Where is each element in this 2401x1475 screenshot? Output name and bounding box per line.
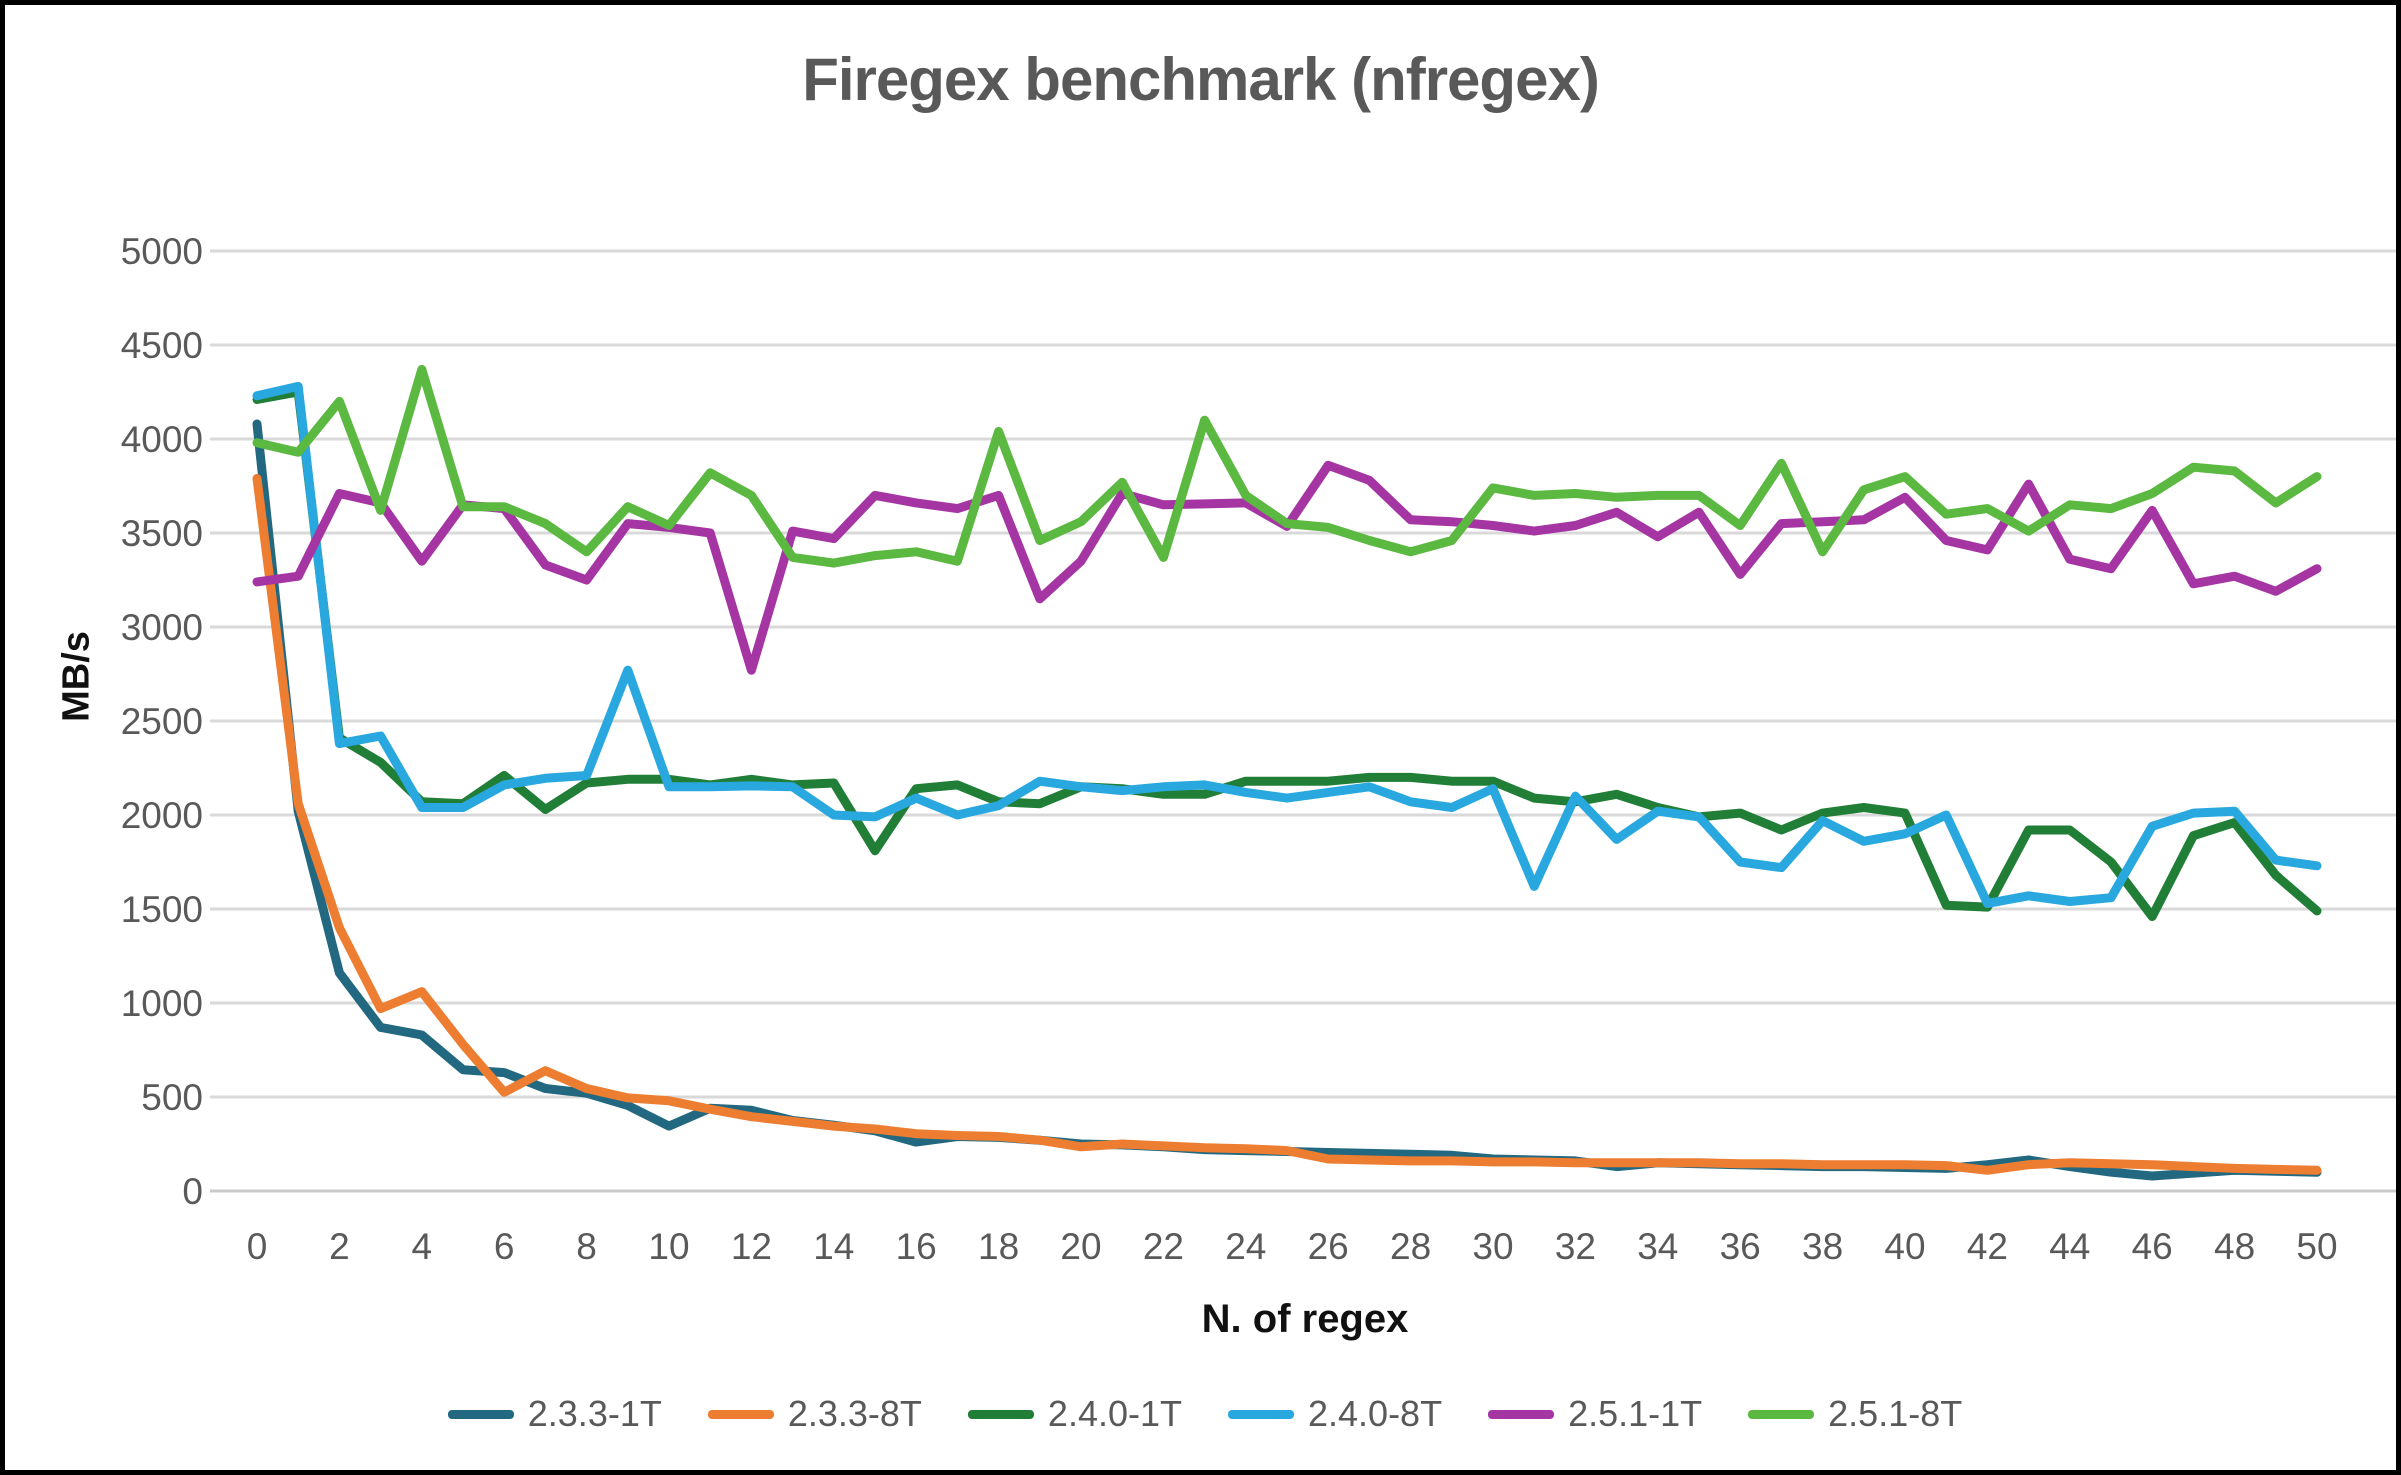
chart-title: Firegex benchmark (nfregex) — [802, 46, 1600, 113]
x-tick-label-26: 26 — [1308, 1226, 1349, 1267]
y-tick-label-3000: 3000 — [121, 607, 203, 648]
legend-item-2.4.0-8T: 2.4.0-8T — [1228, 1393, 1442, 1435]
x-tick-label-46: 46 — [2132, 1226, 2173, 1267]
y-tick-label-4000: 4000 — [121, 419, 203, 460]
x-tick-label-32: 32 — [1555, 1226, 1596, 1267]
x-tick-label-40: 40 — [1884, 1226, 1925, 1267]
legend-item-2.5.1-1T: 2.5.1-1T — [1488, 1393, 1702, 1435]
x-tick-label-50: 50 — [2296, 1226, 2337, 1267]
x-tick-label-34: 34 — [1637, 1226, 1678, 1267]
x-tick-label-48: 48 — [2214, 1226, 2255, 1267]
y-axis-label: MB/s — [55, 631, 98, 722]
y-tick-label-0: 0 — [182, 1171, 203, 1212]
series-line-2.5.1-1T — [252, 460, 2322, 675]
x-tick-label-36: 36 — [1720, 1226, 1761, 1267]
legend-label: 2.5.1-8T — [1828, 1393, 1963, 1434]
x-tick-label-6: 6 — [494, 1226, 515, 1267]
y-tick-label-2000: 2000 — [121, 795, 203, 836]
x-tick-label-2: 2 — [329, 1226, 350, 1267]
y-tick-label-4500: 4500 — [121, 325, 203, 366]
y-tick-label-1000: 1000 — [121, 983, 203, 1024]
y-tick-label-2500: 2500 — [121, 701, 203, 742]
x-tick-label-20: 20 — [1060, 1226, 1101, 1267]
series-line-2.4.0-8T — [252, 381, 2322, 908]
x-tick-label-24: 24 — [1225, 1226, 1266, 1267]
chart-legend: 2.3.3-1T 2.3.3-8T 2.4.0-1T 2.4.0-8T 2.5.1-1T… — [110, 1393, 2300, 1435]
legend-swatch-icon — [447, 1409, 514, 1419]
x-tick-label-44: 44 — [2049, 1226, 2090, 1267]
legend-label: 2.5.1-1T — [1568, 1393, 1703, 1434]
x-tick-label-22: 22 — [1143, 1226, 1184, 1267]
legend-swatch-icon — [1228, 1409, 1294, 1419]
legend-label: 2.3.3-1T — [527, 1393, 662, 1434]
x-tick-label-14: 14 — [813, 1226, 854, 1267]
y-tick-label-1500: 1500 — [121, 889, 203, 930]
x-axis-label: N. of regex — [1201, 1297, 1409, 1341]
x-tick-label-4: 4 — [412, 1226, 433, 1267]
line-chart-canvas: 0500100015002000250030003500400045005000… — [121, 231, 2396, 1267]
x-tick-label-18: 18 — [978, 1226, 1019, 1267]
x-tick-label-10: 10 — [648, 1226, 689, 1267]
x-tick-label-12: 12 — [731, 1226, 772, 1267]
x-tick-label-8: 8 — [576, 1226, 597, 1267]
legend-swatch-icon — [707, 1409, 774, 1419]
series-line-2.5.1-8T — [252, 364, 2322, 568]
x-tick-label-16: 16 — [896, 1226, 937, 1267]
legend-label: 2.4.0-1T — [1047, 1393, 1182, 1434]
x-tick-label-38: 38 — [1802, 1226, 1843, 1267]
legend-item-2.4.0-1T: 2.4.0-1T — [967, 1393, 1182, 1435]
x-tick-label-42: 42 — [1967, 1226, 2008, 1267]
x-tick-label-28: 28 — [1390, 1226, 1431, 1267]
legend-swatch-icon — [967, 1409, 1034, 1419]
y-tick-label-3500: 3500 — [121, 513, 203, 554]
legend-label: 2.4.0-8T — [1308, 1393, 1443, 1434]
legend-label: 2.3.3-8T — [787, 1393, 922, 1434]
y-tick-label-5000: 5000 — [121, 231, 203, 272]
y-tick-label-500: 500 — [141, 1077, 203, 1118]
legend-item-2.5.1-8T: 2.5.1-8T — [1748, 1393, 1962, 1435]
series-line-2.4.0-1T — [252, 387, 2322, 921]
legend-swatch-icon — [1748, 1409, 1815, 1419]
legend-swatch-icon — [1488, 1409, 1555, 1419]
series-line-2.3.3-8T — [252, 474, 2322, 1175]
x-tick-label-0: 0 — [247, 1226, 268, 1267]
x-tick-label-30: 30 — [1472, 1226, 1513, 1267]
legend-item-2.3.3-8T: 2.3.3-8T — [707, 1393, 922, 1435]
legend-item-2.3.3-1T: 2.3.3-1T — [447, 1393, 662, 1435]
